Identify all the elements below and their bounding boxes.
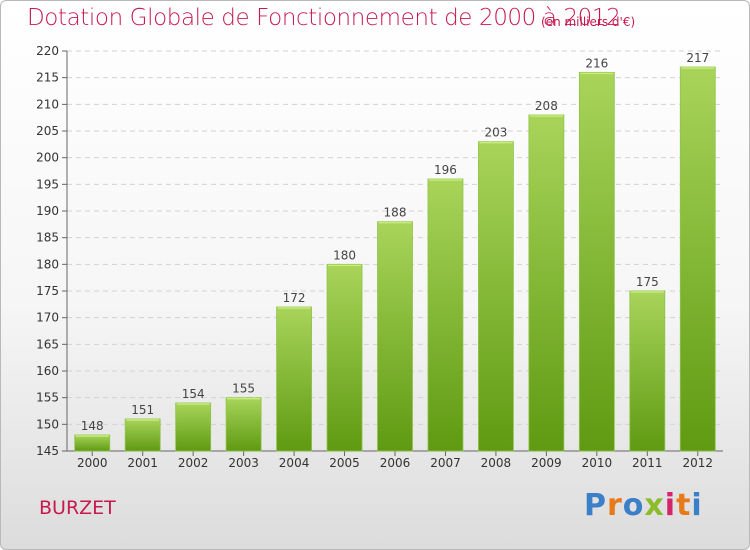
y-tick-label: 220 <box>36 44 59 58</box>
bar-2011 <box>629 290 666 452</box>
axes: 145 150 155 160 165 170 175 180 185 190 195 200 205 2… <box>36 44 723 470</box>
value-label-2012: 217 <box>686 51 709 65</box>
x-tick-label-2002: 2002 <box>178 456 209 470</box>
x-tick-label-2009: 2009 <box>531 456 562 470</box>
logo-letter: i <box>664 488 677 523</box>
value-label-2003: 155 <box>232 382 255 396</box>
bar-2004 <box>276 306 312 452</box>
y-tick-label: 205 <box>36 124 59 138</box>
x-tick-label-2006: 2006 <box>380 456 411 470</box>
bar-2000 <box>74 434 111 452</box>
y-tick-label: 145 <box>36 444 59 458</box>
x-tick-label-2005: 2005 <box>329 456 360 470</box>
value-label-2000: 148 <box>81 419 104 433</box>
value-label-2006: 188 <box>384 206 407 220</box>
bar-2008 <box>478 141 514 452</box>
bar-2002 <box>175 402 212 452</box>
bar-2003 <box>225 397 262 452</box>
y-tick-label: 190 <box>36 204 59 218</box>
bar-2006 <box>377 221 413 452</box>
logo-letter: r <box>607 488 623 523</box>
value-label-2004: 172 <box>283 291 306 305</box>
y-tick-label: 165 <box>36 337 59 351</box>
value-label-2011: 175 <box>636 275 659 289</box>
value-label-2008: 203 <box>484 126 507 140</box>
y-tick-label: 185 <box>36 231 59 245</box>
bars <box>74 66 716 452</box>
y-tick-label: 155 <box>36 391 59 405</box>
y-tick-label: 200 <box>36 151 59 165</box>
value-label-2009: 208 <box>535 99 558 113</box>
x-tick-label-2012: 2012 <box>682 456 713 470</box>
bar-2010 <box>578 71 615 452</box>
logo-letter: P <box>584 488 607 523</box>
bar-2005 <box>326 263 363 452</box>
bar-2007 <box>427 178 464 452</box>
y-tick-label: 175 <box>36 284 59 298</box>
x-tick-label-2008: 2008 <box>481 456 512 470</box>
x-tick-label-2007: 2007 <box>430 456 461 470</box>
bar-2009 <box>528 114 565 452</box>
data-labels: 148 151 154 155 172 180 188 196 203 208 216 175 217 <box>81 51 709 433</box>
logo-letter: i <box>691 488 703 523</box>
y-tick-label: 170 <box>36 311 59 325</box>
commune-name: BURZET <box>39 497 116 519</box>
value-label-2010: 216 <box>585 56 608 70</box>
x-tick-label-2000: 2000 <box>77 456 108 470</box>
x-tick-label-2004: 2004 <box>279 456 310 470</box>
y-tick-label: 150 <box>36 417 59 431</box>
y-tick-label: 215 <box>36 71 59 85</box>
y-tick-label: 195 <box>36 177 59 191</box>
bar-2012 <box>679 66 716 452</box>
y-tick-label: 210 <box>36 97 59 111</box>
x-tick-label-2001: 2001 <box>127 456 158 470</box>
x-tick-label-2010: 2010 <box>582 456 613 470</box>
y-tick-label: 180 <box>36 257 59 271</box>
proxiti-logo: Proxiti <box>584 488 703 523</box>
value-label-2007: 196 <box>434 163 457 177</box>
bar-2001 <box>124 418 161 452</box>
logo-letter: o <box>622 488 645 523</box>
value-label-2001: 151 <box>131 403 154 417</box>
chart-title: Dotation Globale de Fonctionnement de 20… <box>27 5 621 31</box>
x-tick-label-2011: 2011 <box>632 456 663 470</box>
value-label-2005: 180 <box>333 248 356 262</box>
logo-letter: t <box>676 488 692 523</box>
logo-letter: x <box>644 488 665 523</box>
x-tick-label-2003: 2003 <box>228 456 259 470</box>
y-tick-label: 160 <box>36 364 59 378</box>
value-label-2002: 154 <box>182 387 205 401</box>
chart-subtitle: (en milliers d'€) <box>541 15 636 29</box>
